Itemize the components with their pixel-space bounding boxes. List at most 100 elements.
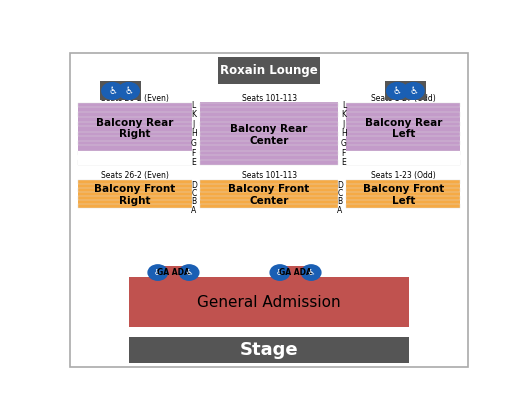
Bar bbox=[78, 151, 192, 155]
Text: GA ADA: GA ADA bbox=[279, 268, 312, 277]
Bar bbox=[200, 103, 338, 107]
Text: Seats 26-2 (Even): Seats 26-2 (Even) bbox=[101, 94, 169, 103]
Bar bbox=[78, 196, 192, 201]
Text: F: F bbox=[342, 149, 346, 158]
Text: K: K bbox=[191, 110, 196, 119]
Text: H: H bbox=[341, 129, 347, 139]
Bar bbox=[274, 266, 318, 280]
Text: Balcony Front
Center: Balcony Front Center bbox=[228, 184, 310, 206]
Text: ♿: ♿ bbox=[276, 268, 284, 277]
Text: Stage: Stage bbox=[240, 341, 298, 359]
Bar bbox=[346, 112, 460, 116]
Bar bbox=[200, 151, 338, 155]
Bar bbox=[346, 141, 460, 145]
Bar bbox=[200, 204, 338, 208]
Bar bbox=[78, 180, 192, 184]
Bar bbox=[78, 103, 192, 151]
Text: Seats 101-113: Seats 101-113 bbox=[242, 171, 297, 180]
Text: ♿: ♿ bbox=[108, 86, 117, 96]
Bar bbox=[346, 103, 460, 107]
Text: H: H bbox=[191, 129, 197, 139]
Circle shape bbox=[301, 265, 321, 280]
Bar bbox=[78, 188, 192, 193]
Bar bbox=[78, 151, 131, 165]
Circle shape bbox=[386, 83, 408, 99]
Bar bbox=[78, 103, 192, 107]
Bar bbox=[200, 122, 338, 126]
Bar bbox=[200, 102, 338, 165]
Bar bbox=[346, 151, 399, 165]
Text: D: D bbox=[337, 181, 343, 190]
Text: Balcony Rear
Left: Balcony Rear Left bbox=[365, 118, 442, 139]
Bar bbox=[346, 151, 460, 155]
Text: K: K bbox=[341, 110, 346, 119]
Bar bbox=[346, 161, 460, 165]
Bar bbox=[78, 131, 192, 136]
Text: ♿: ♿ bbox=[307, 268, 315, 277]
Bar bbox=[401, 82, 426, 101]
Circle shape bbox=[403, 83, 424, 99]
Text: Balcony Rear
Center: Balcony Rear Center bbox=[230, 124, 308, 146]
Text: ♿: ♿ bbox=[154, 268, 162, 277]
Text: B: B bbox=[337, 197, 342, 206]
Text: D: D bbox=[191, 181, 197, 190]
Bar bbox=[200, 131, 338, 136]
Text: A: A bbox=[191, 206, 196, 215]
Bar bbox=[129, 277, 410, 327]
Bar bbox=[200, 141, 338, 145]
Bar bbox=[117, 82, 141, 101]
Circle shape bbox=[118, 83, 139, 99]
Text: L: L bbox=[342, 101, 346, 109]
Text: Seats 1-23 (Odd): Seats 1-23 (Odd) bbox=[371, 171, 436, 180]
Bar bbox=[152, 266, 195, 280]
Bar bbox=[78, 112, 192, 116]
Text: F: F bbox=[192, 149, 196, 158]
Text: E: E bbox=[342, 158, 347, 167]
Bar bbox=[129, 337, 410, 363]
Bar bbox=[346, 204, 460, 208]
Text: E: E bbox=[192, 158, 196, 167]
Circle shape bbox=[148, 265, 167, 280]
Bar bbox=[385, 82, 410, 101]
Text: B: B bbox=[191, 197, 196, 206]
Bar bbox=[200, 180, 338, 184]
Text: G: G bbox=[191, 139, 197, 148]
Bar bbox=[200, 112, 338, 116]
Bar bbox=[200, 180, 338, 208]
Text: J: J bbox=[343, 120, 345, 129]
Bar bbox=[346, 122, 460, 126]
Text: ♿: ♿ bbox=[185, 268, 193, 277]
Bar bbox=[200, 196, 338, 201]
Bar bbox=[78, 141, 192, 145]
Text: A: A bbox=[337, 206, 342, 215]
Bar bbox=[346, 188, 460, 193]
Text: General Admission: General Admission bbox=[197, 295, 341, 310]
Bar bbox=[78, 161, 192, 165]
Bar bbox=[78, 122, 192, 126]
Text: Seats 1-27 (Odd): Seats 1-27 (Odd) bbox=[371, 94, 436, 103]
Bar bbox=[78, 204, 192, 208]
Bar bbox=[346, 180, 460, 208]
Text: ♿: ♿ bbox=[393, 86, 402, 96]
Bar bbox=[218, 57, 320, 84]
Circle shape bbox=[102, 83, 123, 99]
Text: Seats 26-2 (Even): Seats 26-2 (Even) bbox=[101, 171, 169, 180]
Text: J: J bbox=[193, 120, 195, 129]
Bar bbox=[346, 196, 460, 201]
Text: ♿: ♿ bbox=[409, 86, 418, 96]
Bar bbox=[346, 180, 460, 184]
Bar bbox=[78, 180, 192, 208]
Text: C: C bbox=[337, 189, 342, 198]
Text: Balcony Rear
Right: Balcony Rear Right bbox=[96, 118, 173, 139]
Text: C: C bbox=[191, 189, 196, 198]
Text: Balcony Front
Left: Balcony Front Left bbox=[363, 184, 444, 206]
Text: Roxain Lounge: Roxain Lounge bbox=[220, 64, 318, 77]
Bar bbox=[200, 161, 338, 165]
Bar bbox=[346, 131, 460, 136]
Circle shape bbox=[180, 265, 199, 280]
Bar bbox=[346, 103, 460, 151]
Text: G: G bbox=[341, 139, 347, 148]
Bar bbox=[100, 82, 124, 101]
Circle shape bbox=[270, 265, 290, 280]
Text: GA ADA: GA ADA bbox=[157, 268, 190, 277]
